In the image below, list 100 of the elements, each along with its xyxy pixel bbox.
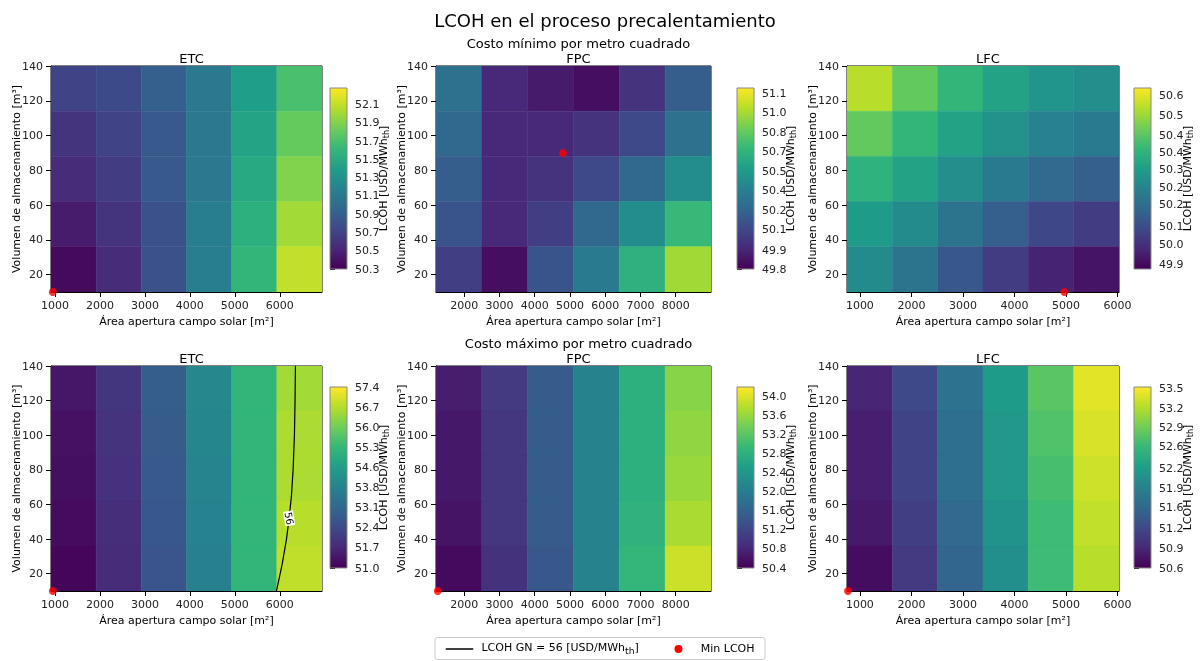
x-tick-label: 3000 (948, 299, 977, 312)
color-bar-label: 50.4 (762, 184, 787, 198)
y-tick-label: 80 (825, 463, 839, 477)
y-axis-title: Volumen de almacenamiento [m³] (806, 84, 819, 274)
color-bar-label: 50.1 (762, 223, 787, 237)
chart-title: LFC (976, 51, 1000, 66)
color-bar-label: 51.7 (355, 541, 380, 555)
x-tick-label: 7000 (626, 299, 655, 312)
color-bar-label: 53.6 (762, 408, 787, 422)
color-bar-label: 56.7 (355, 400, 380, 414)
y-axis-title: Volumen de almacenamiento [m³] (806, 384, 819, 573)
color-bar-label: 51.0 (355, 561, 380, 575)
x-tick-label: 3000 (485, 598, 514, 611)
color-bar-label: 51.2 (1159, 521, 1184, 535)
color-bar-label: 51.7 (355, 134, 380, 148)
y-tick-label: 20 (825, 268, 839, 282)
y-tick-label: 60 (414, 497, 428, 511)
chart-title: LFC (976, 351, 1000, 366)
y-tick-label: 120 (818, 394, 839, 408)
color-bar-label: 52.2 (1159, 461, 1184, 475)
x-tick-label: 5000 (220, 299, 249, 312)
color-bar-label: 51.1 (355, 189, 380, 203)
color-bar-label: 49.8 (762, 262, 787, 276)
x-tick-label: 1000 (845, 598, 874, 611)
x-tick-label: 6000 (265, 598, 294, 611)
x-axis-title: Área apertura campo solar [m²] (99, 315, 274, 328)
x-tick-label: 3000 (948, 598, 977, 611)
color-bar-label: 54.6 (355, 460, 380, 474)
y-tick-label: 100 (407, 129, 428, 143)
x-tick-label: 2000 (450, 299, 479, 312)
y-axis-title: Volumen de almacenamiento [m³] (395, 384, 408, 573)
y-axis-title: Volumen de almacenamiento [m³] (10, 384, 23, 573)
y-tick-label: 80 (414, 463, 428, 477)
color-bar-label: 53.5 (1159, 381, 1184, 395)
color-bar-label: 50.6 (1159, 561, 1184, 575)
y-tick-label: 20 (29, 567, 43, 581)
color-bar-label: 50.4 (1159, 145, 1184, 159)
color-bar-label: 50.3 (1159, 163, 1184, 177)
y-tick-label: 40 (825, 532, 839, 546)
x-tick-label: 4000 (175, 598, 204, 611)
x-axis-title: Área apertura campo solar [m²] (99, 614, 274, 627)
color-bar-label: 50.6 (1159, 88, 1184, 102)
color-bar-label: 50.2 (762, 204, 787, 218)
chart-title: FPC (566, 51, 591, 66)
color-bar-label: 52.1 (355, 97, 380, 111)
x-axis-title: Área apertura campo solar [m²] (895, 315, 1071, 328)
chart-title: ETC (179, 351, 204, 366)
color-bar-label: 52.4 (762, 465, 787, 479)
x-tick-label: 4000 (1000, 299, 1029, 312)
color-bar-label: 50.7 (355, 225, 380, 239)
color-bar-label: 51.5 (355, 152, 380, 166)
y-tick-label: 120 (22, 394, 43, 408)
y-axis-title: Volumen de almacenamiento [m³] (10, 84, 23, 274)
x-tick-label: 3000 (130, 299, 159, 312)
x-tick-label: 1000 (41, 598, 70, 611)
color-bar-label: 50.3 (355, 262, 380, 276)
x-tick-label: 8000 (661, 299, 690, 312)
color-bar-label: 51.6 (762, 504, 787, 518)
color-bar-label: 50.7 (762, 144, 787, 158)
color-bar-label: 53.8 (355, 481, 380, 495)
x-tick-label: 6000 (591, 598, 620, 611)
color-bar-label: 51.1 (762, 86, 787, 100)
legend-label: LCOH GN = 56 [USD/MWh$_{th}$] (481, 641, 639, 657)
annotation: 56 (282, 511, 296, 526)
color-bar-label: 50.8 (762, 126, 787, 140)
color-bar-label: 55.3 (355, 440, 380, 454)
x-tick-label: 1000 (845, 299, 874, 312)
x-tick-label: 5000 (1051, 299, 1080, 312)
y-tick-label: 100 (407, 428, 428, 442)
color-bar-label: 51.6 (1159, 501, 1184, 515)
color-bar-label: 54.0 (762, 389, 787, 403)
x-axis-title: Área apertura campo solar [m²] (486, 315, 661, 328)
y-tick-label: 100 (22, 428, 43, 442)
x-tick-label: 2000 (450, 598, 479, 611)
color-bar-label: 50.5 (355, 244, 380, 258)
legend-label: Min LCOH (700, 642, 755, 656)
color-bar-label: 50.9 (1159, 541, 1184, 555)
color-bar-label: 52.9 (1159, 421, 1184, 435)
x-tick-label: 2000 (897, 299, 926, 312)
y-tick-label: 80 (414, 163, 428, 177)
color-bar-label: 50.4 (1159, 128, 1184, 142)
y-tick-label: 120 (818, 94, 839, 108)
x-tick-label: 7000 (626, 598, 655, 611)
color-bar-label: 52.0 (762, 485, 787, 499)
x-tick-label: 4000 (520, 598, 549, 611)
x-tick-label: 6000 (265, 299, 294, 312)
color-bar-label: 52.6 (1159, 440, 1184, 454)
y-tick-label: 20 (414, 268, 428, 282)
x-tick-label: 3000 (485, 299, 514, 312)
color-bar-label: 53.2 (762, 427, 787, 441)
y-tick-label: 80 (29, 463, 43, 477)
y-tick-label: 60 (825, 497, 839, 511)
y-tick-label: 80 (29, 163, 43, 177)
color-bar-label: 52.4 (355, 521, 380, 535)
x-tick-label: 4000 (175, 299, 204, 312)
x-tick-label: 4000 (1000, 598, 1029, 611)
x-axis-title: Área apertura campo solar [m²] (486, 614, 661, 627)
y-tick-label: 140 (818, 359, 839, 373)
y-tick-label: 100 (818, 428, 839, 442)
x-tick-label: 5000 (555, 299, 584, 312)
